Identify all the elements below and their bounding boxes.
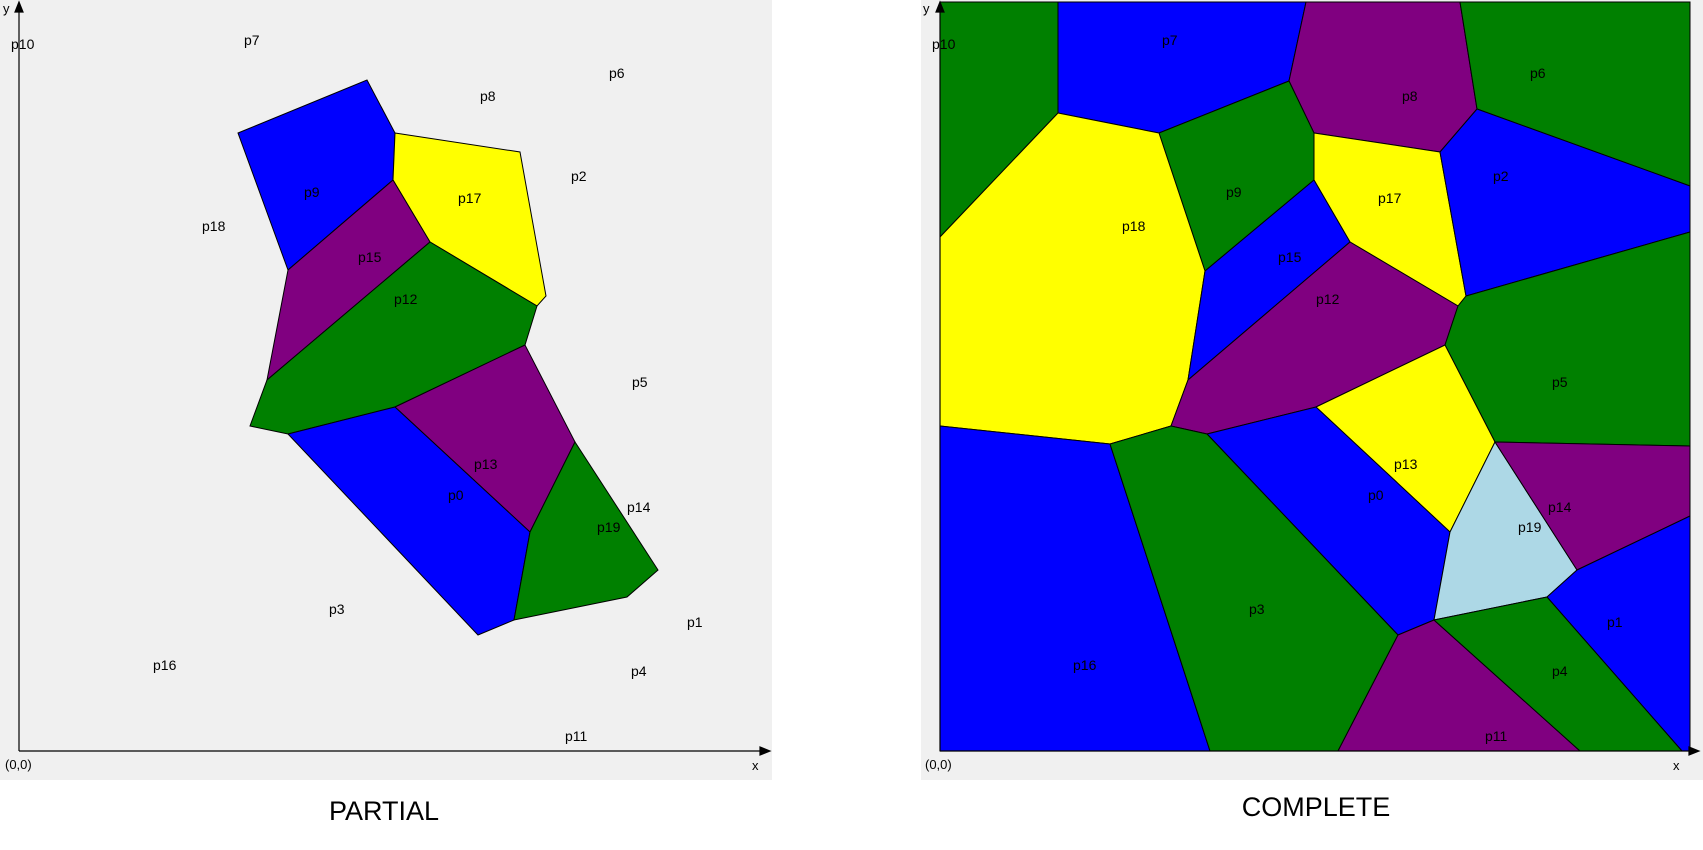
partial-point-label-p16: p16 [153, 657, 177, 673]
partial-point-label-p11: p11 [565, 728, 588, 744]
partial-point-label-p19: p19 [597, 519, 621, 535]
partial-y-axis-label: y [3, 1, 10, 16]
partial-point-label-p0: p0 [448, 487, 464, 503]
partial-origin-label: (0,0) [5, 757, 32, 772]
partial-y-axis-arrow [14, 0, 24, 13]
complete-point-label-p11: p11 [1485, 728, 1508, 744]
complete-point-label-p10: p10 [932, 36, 956, 52]
complete-point-label-p12: p12 [1316, 291, 1340, 307]
complete-point-label-p5: p5 [1552, 374, 1568, 390]
complete-x-axis-arrow [1688, 746, 1701, 756]
partial-point-label-p6: p6 [609, 65, 625, 81]
complete-point-label-p4: p4 [1552, 663, 1568, 679]
partial-point-label-p7: p7 [244, 32, 260, 48]
complete-y-axis-arrow [935, 0, 945, 13]
complete-point-label-p17: p17 [1378, 190, 1402, 206]
complete-point-label-p7: p7 [1162, 32, 1178, 48]
complete-x-axis-label: x [1673, 758, 1680, 773]
partial-point-label-p18: p18 [202, 218, 226, 234]
partial-panel: y x (0,0) p10 p7 p6 p8 p9 p17 p2 p18 p15 p12 p5 p13… [0, 0, 772, 780]
complete-point-label-p1: p1 [1607, 614, 1623, 630]
complete-point-label-p6: p6 [1530, 65, 1546, 81]
partial-point-label-p5: p5 [632, 374, 648, 390]
partial-point-label-p4: p4 [631, 663, 647, 679]
partial-point-label-p1: p1 [687, 614, 703, 630]
complete-point-label-p16: p16 [1073, 657, 1097, 673]
partial-point-label-p17: p17 [458, 190, 482, 206]
partial-point-label-p13: p13 [474, 456, 498, 472]
complete-point-label-p9: p9 [1226, 184, 1242, 200]
complete-point-label-p15: p15 [1278, 249, 1302, 265]
complete-point-label-p19: p19 [1518, 519, 1542, 535]
complete-y-axis-label: y [923, 1, 930, 16]
partial-x-axis-arrow [759, 746, 772, 756]
partial-point-label-p14: p14 [627, 499, 651, 515]
complete-point-label-p8: p8 [1402, 88, 1418, 104]
partial-point-label-p3: p3 [329, 601, 345, 617]
partial-cells [237, 79, 659, 636]
complete-point-labels: p10 p7 p8 p6 p9 p17 p2 p18 p15 p12 p5 p13 p0 p14 p19 p3… [932, 32, 1623, 744]
complete-cell-p2 [1439, 108, 1691, 297]
partial-axes [14, 0, 772, 756]
complete-cell-p8 [1288, 1, 1478, 153]
partial-cell-p19 [513, 440, 659, 621]
partial-x-axis-label: x [752, 758, 759, 773]
complete-caption: COMPLETE [1242, 792, 1391, 822]
partial-point-labels: p10 p7 p6 p8 p9 p17 p2 p18 p15 p12 p5 p13 p0 p14 p19 p3… [11, 32, 703, 744]
partial-point-label-p9: p9 [304, 184, 320, 200]
complete-axes [935, 0, 1701, 756]
partial-point-label-p15: p15 [358, 249, 382, 265]
complete-panel: y x (0,0) p10 p7 p8 p6 p9 p17 p2 p18 p15 p12 p5 p13… [921, 0, 1703, 780]
partial-point-label-p10: p10 [11, 36, 35, 52]
partial-point-label-p12: p12 [394, 291, 418, 307]
complete-point-label-p13: p13 [1394, 456, 1418, 472]
partial-point-label-p8: p8 [480, 88, 496, 104]
partial-caption: PARTIAL [329, 796, 439, 826]
complete-point-label-p0: p0 [1368, 487, 1384, 503]
complete-cells [939, 1, 1691, 752]
complete-point-label-p3: p3 [1249, 601, 1265, 617]
complete-point-label-p18: p18 [1122, 218, 1146, 234]
complete-point-label-p14: p14 [1548, 499, 1572, 515]
partial-point-label-p2: p2 [571, 168, 587, 184]
complete-origin-label: (0,0) [925, 757, 952, 772]
complete-point-label-p2: p2 [1493, 168, 1509, 184]
